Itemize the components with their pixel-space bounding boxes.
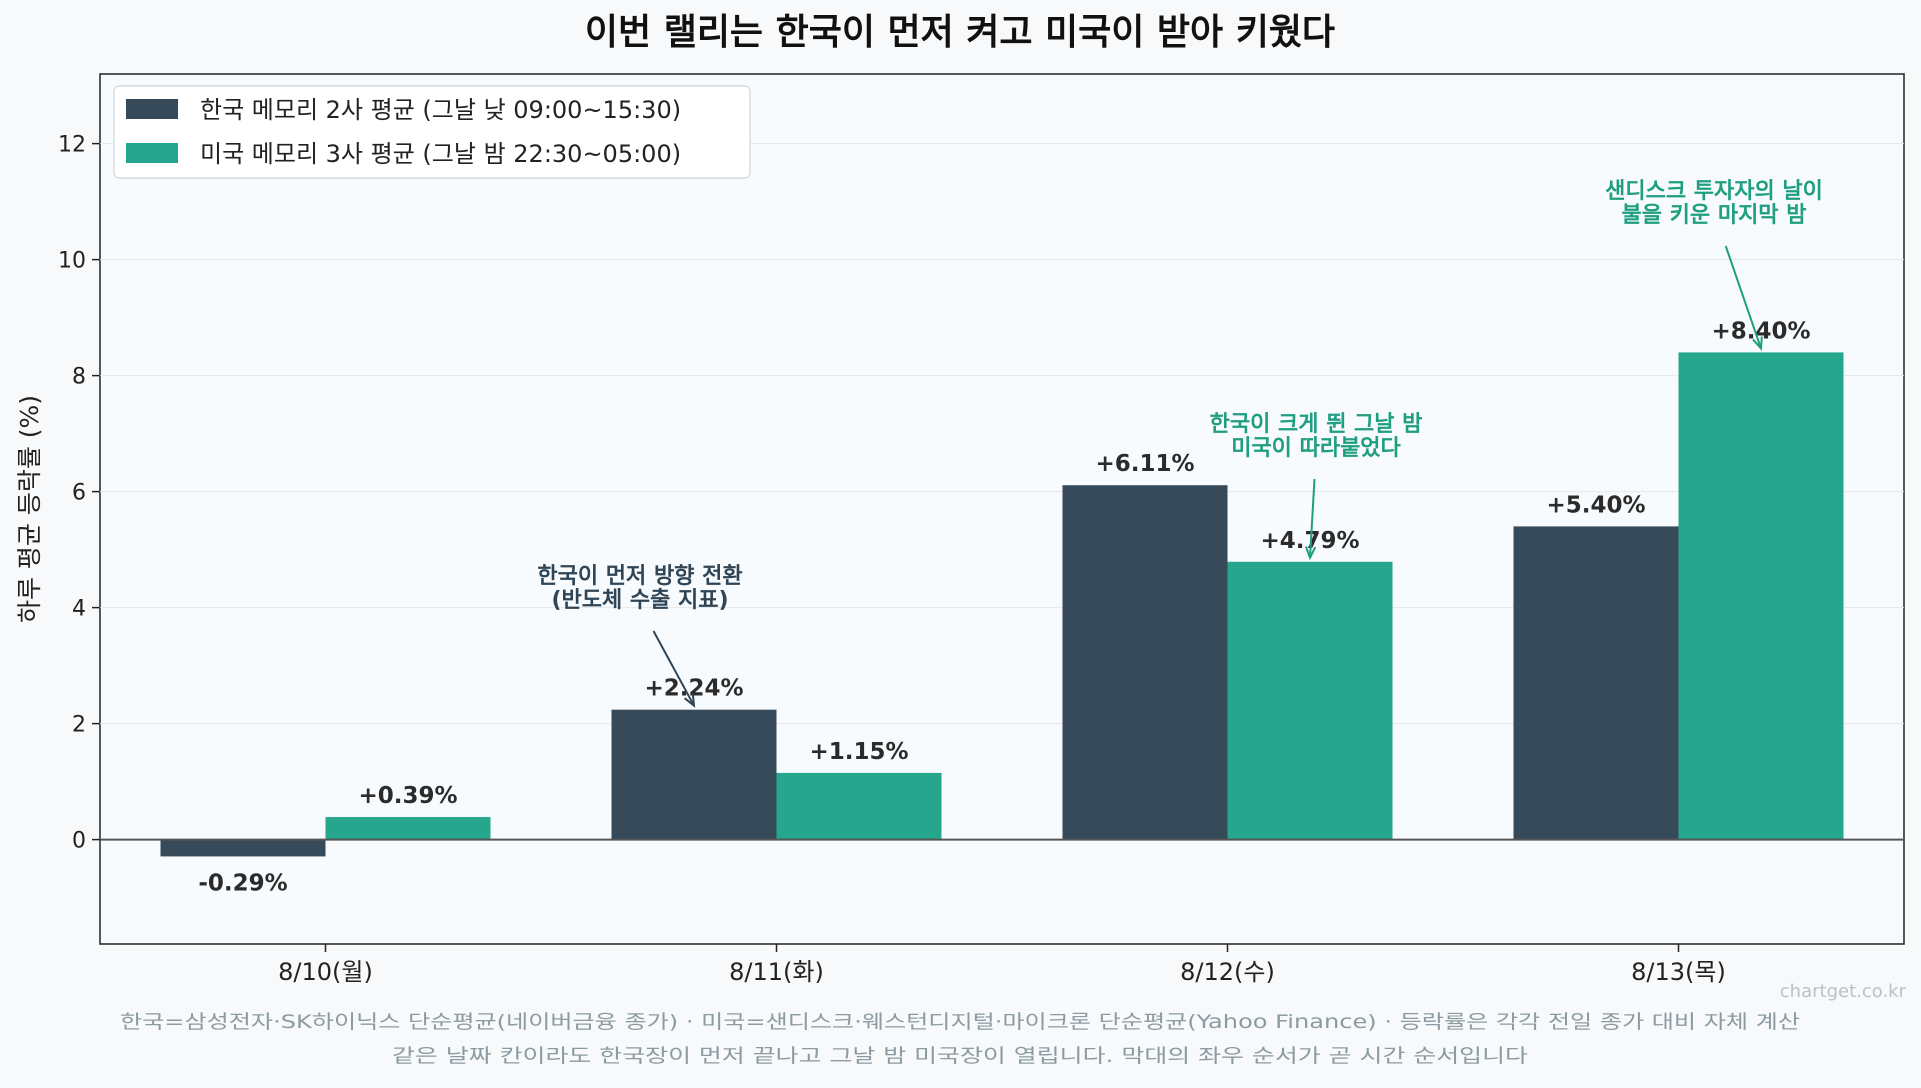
annotation-text: 한국이 크게 뛴 그날 밤 (1210, 412, 1423, 437)
legend-swatch (126, 99, 178, 119)
annotation-arrowhead (683, 693, 696, 708)
bar (1227, 561, 1393, 840)
legend: 한국 메모리 2사 평균 (그날 낮 09:00~15:30) 미국 메모리 3사… (113, 85, 751, 179)
bar (1678, 352, 1844, 840)
legend-label: 한국 메모리 2사 평균 (그날 낮 09:00~15:30) (200, 96, 681, 124)
bar (611, 709, 777, 840)
annotations: 한국이 먼저 방향 전환(반도체 수출 지표) 한국이 크게 뛴 그날 밤미국이 … (537, 179, 1823, 708)
bar (325, 816, 491, 840)
annotation-arrow (1724, 245, 1762, 349)
data-labels: -0.29%+2.24%+6.11%+5.40%+0.39%+1.15%+4.7… (198, 318, 1810, 896)
axes: 0 2 4 6 8 10 12 8/10(월) 8/11(화) 8/12(수) 8/13(목) (58, 133, 1726, 986)
bars (160, 352, 1844, 857)
data-label: +0.39% (358, 783, 457, 809)
chart-title: 이번 랠리는 한국이 먼저 켜고 미국이 받아 키웠다 (585, 12, 1335, 53)
y-tick-label: 6 (72, 481, 86, 506)
data-label: -0.29% (198, 870, 287, 896)
x-tick-label: 8/11(화) (729, 958, 824, 986)
y-tick-label: 4 (72, 597, 86, 622)
annotation-arrow (652, 630, 695, 707)
annotation-arrowhead (1305, 546, 1317, 561)
x-tick-label: 8/10(월) (278, 958, 373, 986)
annotation-text: 한국이 먼저 방향 전환 (537, 564, 742, 589)
data-label: +6.11% (1095, 451, 1194, 477)
watermark: chartget.co.kr (1780, 981, 1907, 1002)
y-tick-label: 10 (58, 249, 86, 274)
annotation-text: (반도체 수출 지표) (551, 588, 728, 613)
annotation-text: 미국이 따라붙었다 (1231, 436, 1401, 461)
bar (776, 772, 942, 840)
annotation-text: 샌디스크 투자자의 날이 (1605, 179, 1823, 204)
footnote-line-2: 같은 날짜 칸이라도 한국장이 먼저 끝나고 그날 밤 미국장이 열립니다. 막… (392, 1045, 1528, 1067)
x-tick-label: 8/12(수) (1180, 958, 1275, 986)
bar (1513, 526, 1679, 840)
y-tick-label: 0 (72, 829, 86, 854)
legend-box (113, 85, 751, 179)
annotation-arrowhead (1752, 336, 1763, 351)
annotation-text: 불을 키운 마지막 밤 (1622, 203, 1807, 228)
legend-label: 미국 메모리 3사 평균 (그날 밤 22:30~05:00) (200, 140, 681, 168)
bar (1062, 485, 1228, 840)
y-tick-label: 2 (72, 713, 86, 738)
y-tick-label: 8 (72, 365, 86, 390)
data-label: +5.40% (1546, 492, 1645, 518)
footnote-line-1: 한국=삼성전자·SK하이닉스 단순평균(네이버금융 종가) · 미국=샌디스크·… (120, 1011, 1800, 1033)
legend-swatch (126, 143, 178, 163)
annotation-arrow (1309, 478, 1316, 558)
bar (160, 839, 326, 857)
data-label: +1.15% (809, 739, 908, 765)
y-tick-label: 12 (58, 133, 86, 158)
x-tick-label: 8/13(목) (1631, 958, 1726, 986)
y-axis-label: 하루 평균 등락률 (%) (15, 395, 44, 623)
